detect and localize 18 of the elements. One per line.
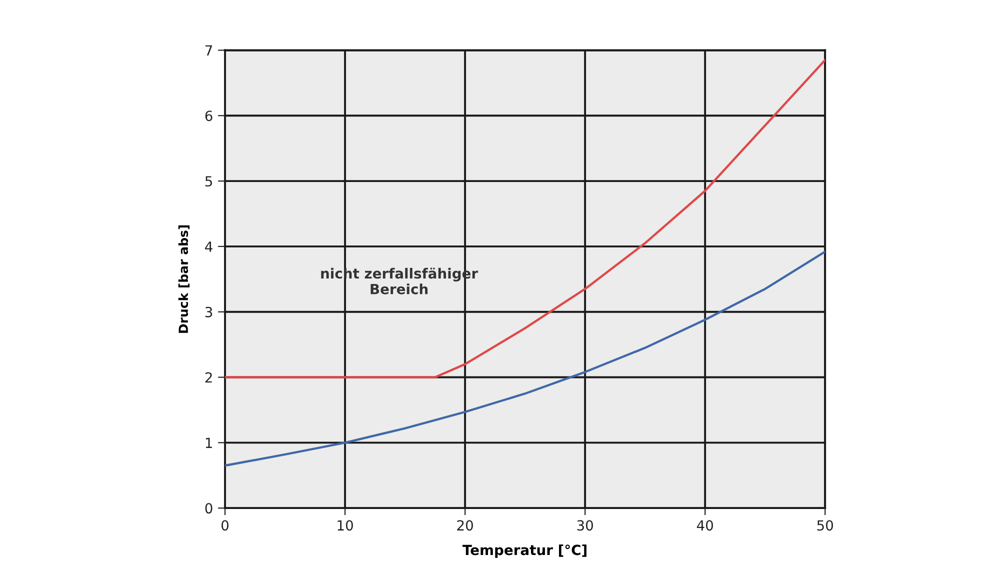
x-tick-label: 10 (338, 520, 353, 531)
line-series (225, 58, 826, 378)
x-tick-label: 0 (222, 520, 229, 531)
x-axis-title: Temperatur [°C] (462, 544, 586, 558)
y-tick-label: 7 (206, 45, 212, 56)
x-tick-label: 20 (457, 520, 473, 531)
x-tick-label: 40 (696, 520, 713, 531)
y-tick-label: 3 (205, 306, 212, 318)
y-tick-label: 2 (205, 372, 212, 383)
y-tick-label: 5 (205, 176, 212, 187)
y-tick-label: 1 (206, 438, 212, 448)
y-tick-label: 4 (205, 242, 212, 252)
y-tick-label: 0 (205, 503, 212, 514)
x-tick-label: 50 (817, 520, 833, 531)
line-series (225, 250, 826, 467)
y-axis-title: Druck [bar abs] (178, 225, 190, 333)
x-tick-label: 30 (577, 520, 593, 531)
y-tick-label: 6 (205, 110, 212, 122)
